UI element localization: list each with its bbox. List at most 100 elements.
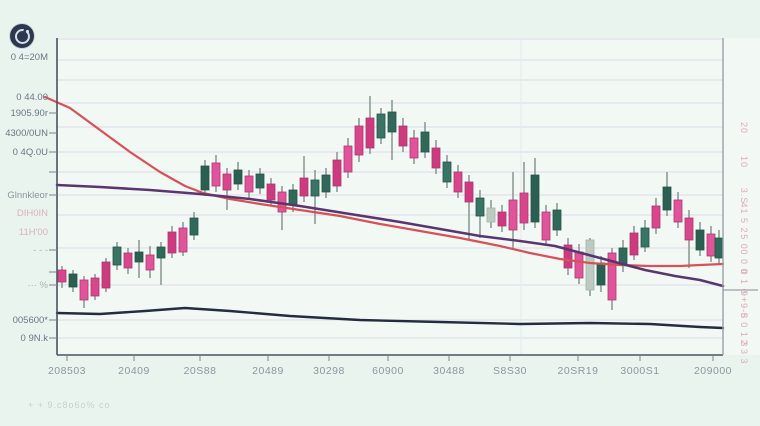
candle-body	[541, 211, 551, 241]
candle-body	[420, 131, 430, 153]
y-axis-label: 0 44.00	[16, 92, 48, 103]
candle-body	[211, 162, 221, 187]
y-axis-label: DIH0IN	[17, 208, 48, 219]
candle-body	[475, 197, 485, 217]
x-axis-label: 30298	[313, 365, 345, 377]
candle-body	[145, 254, 155, 271]
candle-body	[321, 174, 331, 193]
candle-body	[519, 192, 529, 224]
candle-body	[233, 169, 243, 185]
candle-body	[156, 246, 166, 259]
y-axis-label: Glnnkleor	[7, 190, 48, 201]
candle-body	[442, 161, 452, 183]
y-axis-label: 1905.90r	[10, 108, 48, 119]
candle-body	[266, 183, 276, 201]
x-axis-label: 20SR19	[558, 365, 599, 377]
candle-body	[101, 261, 111, 289]
x-axis-label: 20S88	[184, 365, 217, 377]
baseline-navy	[55, 306, 725, 330]
candle-body	[508, 199, 518, 231]
y-axis-label: 4300/0UN	[5, 128, 48, 139]
candle-body	[662, 186, 672, 211]
candle-body	[673, 199, 683, 223]
y-axis-label: 11H'00	[19, 227, 48, 238]
history-icon-ring	[14, 28, 30, 44]
right-margin-strip	[724, 38, 760, 355]
y-axis-label: 0 9N.k	[21, 333, 49, 344]
ma-line-purple	[55, 183, 725, 288]
candle-body	[651, 205, 661, 229]
candle-body	[398, 125, 408, 147]
x-axis-label: 208503	[48, 365, 86, 377]
candle-body	[431, 147, 441, 169]
x-axis-label: 30488	[433, 365, 465, 377]
candle-body	[453, 171, 463, 193]
candle-body	[68, 273, 78, 288]
x-axis-label: 20409	[118, 365, 150, 377]
right-axis-label: 10	[739, 156, 749, 168]
candle-body	[714, 237, 724, 259]
right-axis-label: 0 1 0	[739, 269, 749, 294]
candle-body	[222, 173, 232, 191]
candle-body	[376, 113, 386, 139]
candle-body	[189, 217, 199, 236]
right-axis-label: 2 3 3	[739, 339, 749, 364]
x-axis-label: 60900	[372, 365, 404, 377]
candle-body	[387, 111, 397, 133]
candle-body	[310, 179, 320, 197]
right-axis-label: 3.S	[739, 188, 749, 205]
candle-body	[299, 177, 309, 197]
candle-body	[167, 231, 177, 254]
candle-body	[57, 269, 67, 283]
history-icon[interactable]	[10, 24, 34, 48]
candle-body	[79, 279, 89, 301]
candle-body	[530, 174, 540, 223]
candle-body	[112, 246, 122, 266]
candle-body	[343, 145, 353, 173]
candle-body	[134, 251, 144, 263]
right-axis-label: 9+9-8	[739, 291, 749, 319]
candle-body	[486, 207, 496, 223]
candle-body	[706, 233, 716, 257]
y-axis-label: 005600*	[13, 315, 49, 326]
x-axis-label: S8S30	[493, 365, 527, 377]
right-axis-label: 41 5 2	[739, 202, 749, 233]
candle-body	[497, 211, 507, 227]
candle-body	[695, 229, 705, 251]
candle-body	[332, 159, 342, 187]
candle-body	[255, 173, 265, 189]
right-axis-label: 5 0	[739, 234, 749, 250]
candle-body	[596, 262, 606, 286]
watermark-text: + + 9.c8o6o% co	[28, 400, 111, 410]
candle-body	[684, 217, 694, 241]
candle-body	[607, 252, 617, 301]
plot-area	[57, 38, 723, 355]
candle-body	[409, 137, 419, 159]
candle-body	[585, 239, 595, 291]
candle-body	[552, 209, 562, 231]
candle-body	[200, 165, 210, 191]
candle-body	[563, 244, 573, 269]
y-axis-label: ··· %	[27, 280, 48, 291]
candle-body	[288, 189, 298, 206]
candle-body	[354, 125, 364, 156]
history-icon-arrow	[26, 30, 29, 33]
candle-body	[574, 251, 584, 279]
right-axis-label: 0 0 0	[739, 249, 749, 274]
candle-body	[365, 117, 375, 149]
right-axis-label: 20	[739, 122, 749, 134]
right-axis-label: 5 0 1 3	[739, 313, 749, 348]
candle-body	[640, 227, 650, 248]
candle-body	[123, 252, 133, 269]
candle-body	[90, 277, 100, 297]
x-axis-label: 209000	[694, 365, 732, 377]
candle-body	[244, 175, 254, 193]
x-axis-label: 3000S1	[620, 365, 659, 377]
candle-body	[464, 181, 474, 203]
x-axis-label: 20489	[252, 365, 284, 377]
y-axis-label: 0 4Q.0U	[13, 147, 49, 158]
candle-body	[178, 227, 188, 253]
candle-body	[629, 232, 639, 256]
